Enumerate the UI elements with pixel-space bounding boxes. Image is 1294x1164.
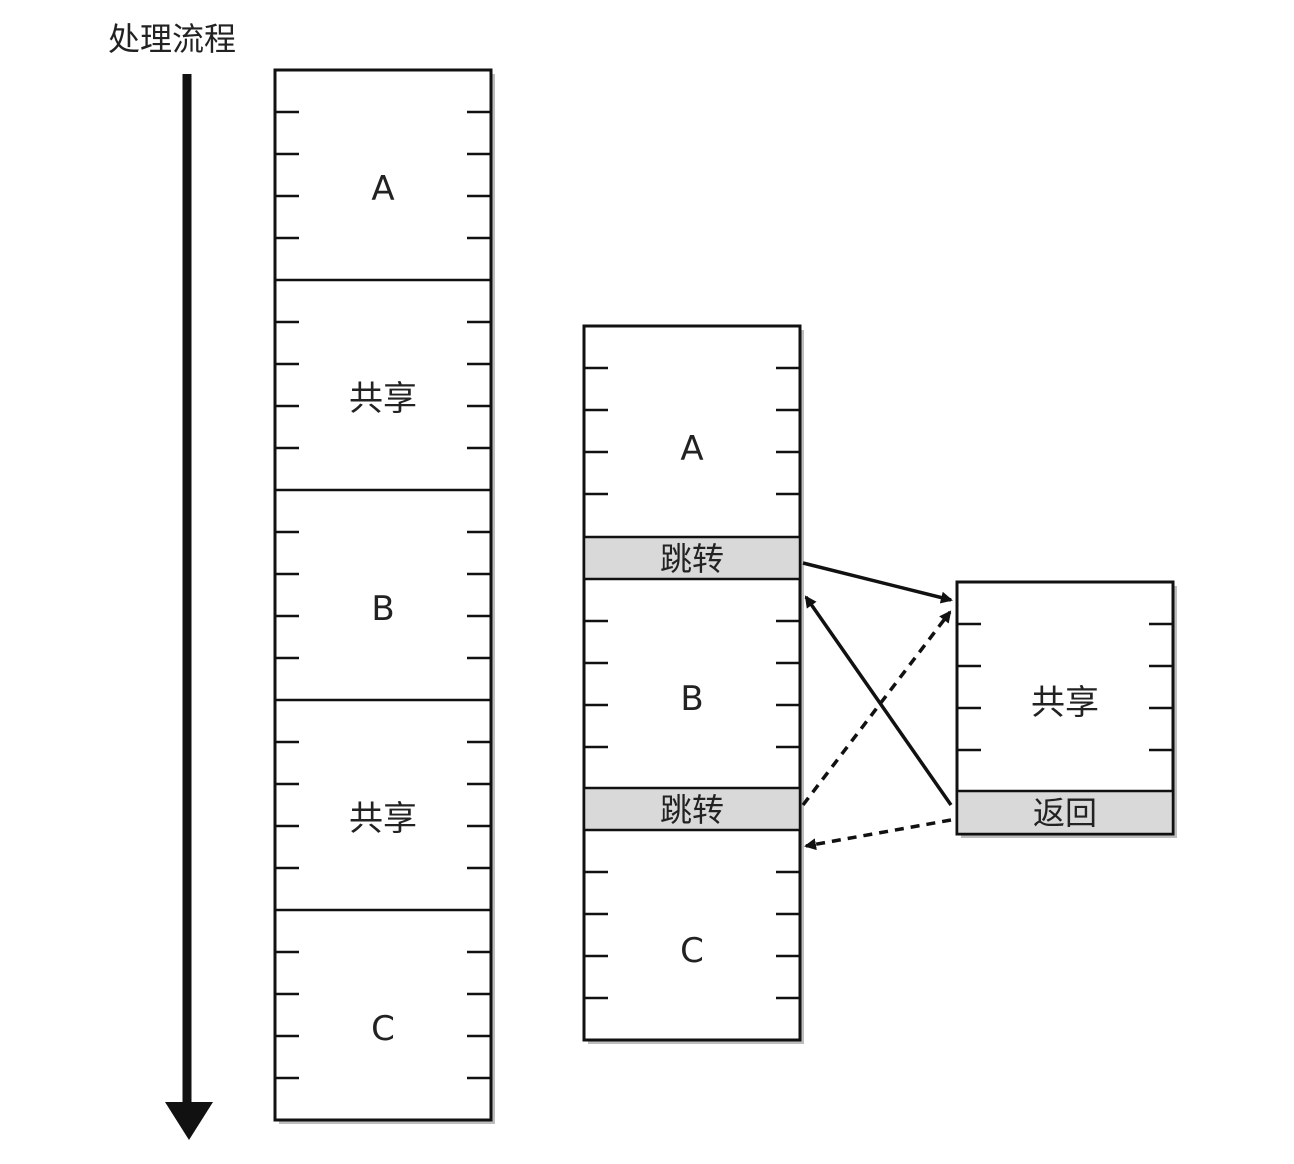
middle-segment-a-label: A xyxy=(680,429,703,469)
return-to-c-dashed-arrow xyxy=(804,818,952,851)
middle-segment-c-label: C xyxy=(680,931,704,971)
jump-2-to-shared-dashed-arrow xyxy=(801,610,952,807)
middle-jump-band-2 xyxy=(582,786,802,832)
flow-direction-label: 处理流程 xyxy=(108,20,236,58)
left-column-frame xyxy=(273,68,493,1122)
right-shared-label: 共享 xyxy=(1031,683,1099,723)
flow-direction-arrowhead xyxy=(165,1102,213,1140)
jump-1-to-shared-arrow xyxy=(802,561,953,604)
left-segment-b-label: B xyxy=(371,589,394,629)
left-segment-shared-2-label: 共享 xyxy=(349,799,417,839)
middle-jump-1-label: 跳转 xyxy=(660,540,724,578)
left-column-ticks xyxy=(275,110,491,1080)
left-segment-shared-1-label: 共享 xyxy=(349,379,417,419)
return-to-b-arrow xyxy=(804,595,953,807)
right-return-band xyxy=(955,789,1175,836)
middle-jump-band-1 xyxy=(582,535,802,581)
middle-column-ticks xyxy=(584,366,800,1000)
middle-segment-b-label: B xyxy=(680,679,703,719)
middle-jump-2-label: 跳转 xyxy=(660,791,724,829)
left-column: A 共享 B 共享 C xyxy=(273,68,495,1124)
middle-column: A 跳转 B 跳转 C xyxy=(582,324,804,1044)
left-segment-a-label: A xyxy=(371,169,394,209)
right-shared-box: 共享 返回 xyxy=(955,580,1177,838)
right-box-ticks xyxy=(957,622,1173,752)
middle-column-frame xyxy=(582,324,802,1042)
right-return-label: 返回 xyxy=(1033,794,1097,832)
left-segment-c-label: C xyxy=(371,1009,395,1049)
